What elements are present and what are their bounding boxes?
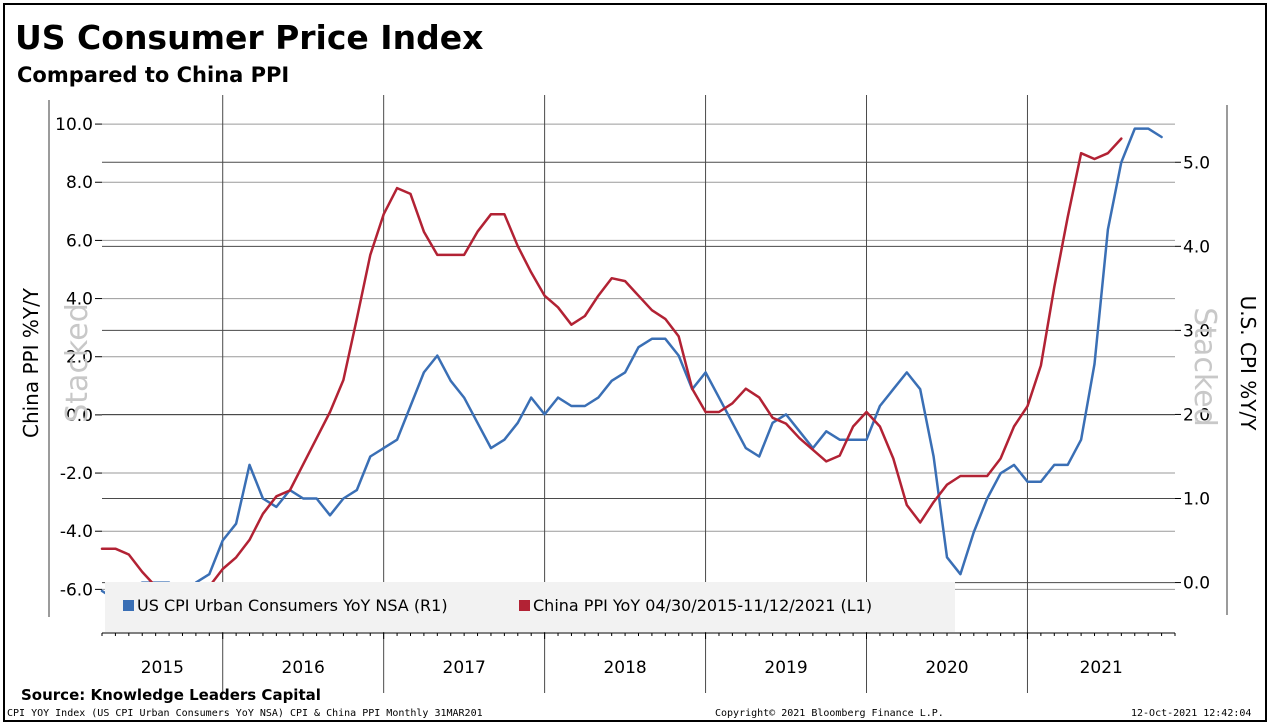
footer-series-note: CPI YOY Index (US CPI Urban Consumers Yo…: [7, 708, 483, 719]
year-label: 2017: [443, 658, 486, 678]
y-axis-left-title: China PPI %Y/Y: [19, 287, 43, 438]
y-left-tick-label: 2.0: [66, 348, 93, 368]
year-label: 2016: [282, 658, 325, 678]
y-right-tick-label: 3.0: [1183, 321, 1210, 341]
y-right-tick-label: 4.0: [1183, 237, 1210, 257]
legend-label-us-cpi: US CPI Urban Consumers YoY NSA (R1): [137, 596, 448, 615]
footer-copyright: Copyright© 2021 Bloomberg Finance L.P.: [715, 708, 944, 719]
year-label: 2015: [141, 658, 184, 678]
chart-frame: US Consumer Price Index Compared to Chin…: [3, 3, 1267, 722]
year-label: 2019: [764, 658, 807, 678]
y-right-tick-label: 5.0: [1183, 153, 1210, 173]
footer-timestamp: 12-Oct-2021 12:42:04: [1131, 708, 1252, 719]
y-right-tick-label: 2.0: [1183, 405, 1210, 425]
year-label: 2018: [603, 658, 646, 678]
legend-swatch-china-ppi: [519, 600, 530, 611]
legend-label-china-ppi: China PPI YoY 04/30/2015-11/12/2021 (L1): [533, 596, 872, 615]
chart-title: US Consumer Price Index: [15, 18, 484, 57]
y-left-tick-label: 8.0: [66, 173, 93, 193]
y-left-tick-label: 6.0: [66, 231, 93, 251]
year-label: 2020: [925, 658, 968, 678]
y-left-tick-label: -6.0: [60, 580, 93, 600]
stacked-watermark-right: Stacked: [1187, 307, 1222, 427]
year-label: 2021: [1080, 658, 1123, 678]
y-left-tick-label: 0.0: [66, 406, 93, 426]
line-chart: 2015 2016 2017 2018 2019 2020 2021 -6.0 -4.0 -2.0…: [19, 95, 1260, 693]
legend-swatch-us-cpi: [123, 600, 134, 611]
chart-subtitle: Compared to China PPI: [17, 63, 290, 87]
china-ppi-line: [100, 137, 1123, 588]
y-right-tick-label: 1.0: [1183, 490, 1210, 510]
y-left-tick-label: 4.0: [66, 290, 93, 310]
us-cpi-line: [100, 127, 1163, 601]
y-axis-right-title: U.S. CPI %Y/Y: [1236, 296, 1260, 432]
y-left-tick-label: 10.0: [55, 115, 93, 135]
y-left-tick-label: -4.0: [60, 522, 93, 542]
source-note: Source: Knowledge Leaders Capital: [21, 686, 321, 704]
stacked-watermark-left: Stacked: [60, 303, 95, 423]
y-right-tick-label: 0.0: [1183, 574, 1210, 594]
y-left-tick-label: -2.0: [60, 464, 93, 484]
